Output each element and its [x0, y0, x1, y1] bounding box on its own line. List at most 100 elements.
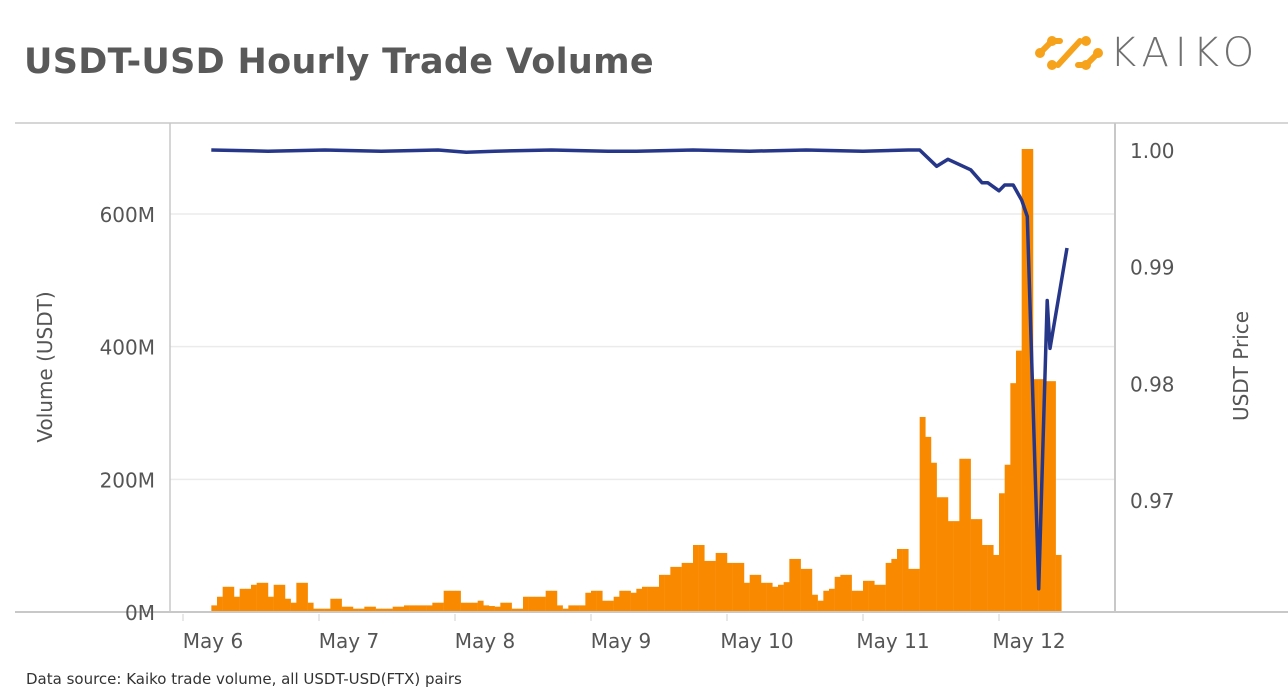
volume-bar [330, 598, 337, 612]
volume-bar [868, 580, 875, 612]
volume-bar [574, 605, 580, 612]
volume-bar [744, 582, 750, 612]
volume-bar [925, 436, 932, 612]
volume-bar [625, 590, 631, 612]
volume-bar [970, 519, 977, 612]
volume-bar [494, 606, 501, 612]
volume-bar [630, 592, 637, 612]
volume-bar [619, 590, 626, 612]
volume-bar [273, 584, 280, 612]
volume-bar [766, 582, 773, 612]
volume-bar [568, 605, 575, 612]
volume-bar [948, 521, 954, 612]
volume-bar [732, 562, 739, 612]
volume-bar [687, 562, 694, 612]
volume-bar [908, 568, 915, 612]
volume-bar [239, 588, 246, 612]
volume-bar [840, 574, 847, 612]
volume-bar [234, 596, 240, 612]
volume-bar [528, 596, 535, 612]
volume-bar [1044, 381, 1051, 612]
volume-bar [477, 600, 484, 612]
volume-bar [341, 606, 348, 612]
chart-title: USDT-USD Hourly Trade Volume [24, 42, 654, 82]
logo-text: KAIKO [1110, 30, 1261, 76]
volume-bar [608, 600, 614, 612]
volume-bar [392, 606, 399, 612]
volume-bar [749, 574, 756, 612]
volume-bar [353, 608, 359, 612]
volume-bar [976, 519, 983, 612]
y-right-tick-label: 0.98 [1130, 372, 1175, 396]
volume-bar [290, 602, 297, 612]
volume-bar [500, 602, 507, 612]
volume-bar [982, 545, 988, 612]
volume-bar [222, 586, 229, 612]
volume-bar [959, 458, 966, 612]
volume-bar [370, 606, 376, 612]
volume-bar [681, 562, 688, 612]
volume-bar [874, 584, 881, 612]
volume-bar [783, 582, 790, 612]
volume-bar [551, 590, 558, 612]
volume-bar [296, 582, 303, 612]
volume-bar [579, 605, 586, 612]
volume-bar [993, 554, 1000, 612]
x-tick-label: May 6 [183, 629, 243, 653]
volume-bar [817, 600, 824, 612]
volume-bar [613, 596, 620, 612]
x-tick-label: May 10 [720, 629, 793, 653]
volume-bar [693, 545, 699, 612]
volume-bar [636, 588, 643, 612]
volume-bar [919, 416, 926, 612]
volume-bar [1004, 464, 1011, 612]
volume-bar [245, 588, 252, 612]
volume-bar [715, 552, 722, 612]
volume-bar [1055, 554, 1062, 612]
volume-bar [755, 574, 762, 612]
volume-bar [647, 586, 654, 612]
volume-bar [375, 608, 382, 612]
volume-bar [1027, 148, 1034, 612]
volume-bar [228, 586, 235, 612]
volume-bar [511, 608, 518, 612]
volume-bar [455, 590, 461, 612]
volume-bar [851, 590, 858, 612]
volume-bar [443, 590, 450, 612]
volume-bar [438, 602, 444, 612]
volume-bar [523, 596, 529, 612]
volume-bar [659, 574, 665, 612]
volume-bar [857, 590, 864, 612]
volume-bar [432, 602, 439, 612]
volume-bar [795, 558, 801, 612]
volume-bar [772, 586, 779, 612]
volume-bar [387, 608, 393, 612]
volume-bar [738, 562, 745, 612]
y-right-tick-label: 1.00 [1130, 139, 1175, 163]
volume-bar [307, 602, 314, 612]
volume-bar [483, 605, 490, 612]
volume-bar [999, 493, 1005, 612]
volume-bar [562, 608, 569, 612]
volume-bar [404, 605, 410, 612]
volume-bar [1010, 383, 1017, 612]
volume-bar [279, 584, 286, 612]
volume-bar [778, 584, 784, 612]
volume-bar [942, 497, 949, 612]
volume-bar [885, 562, 892, 612]
volume-bar [653, 586, 660, 612]
volume-bar [1016, 350, 1022, 612]
volume-bar [211, 605, 218, 612]
volume-bar [965, 458, 971, 612]
volume-bar [591, 590, 597, 612]
volume-bar [324, 608, 331, 612]
y-left-axis-title: Volume (USDT) [33, 291, 57, 442]
y-left-tick-label: 400M [100, 336, 155, 360]
volume-bar [670, 566, 677, 612]
volume-bar [914, 568, 920, 612]
volume-bar [1050, 381, 1056, 612]
volume-bar [557, 605, 563, 612]
volume-bar [704, 560, 711, 612]
volume-bar [409, 605, 416, 612]
